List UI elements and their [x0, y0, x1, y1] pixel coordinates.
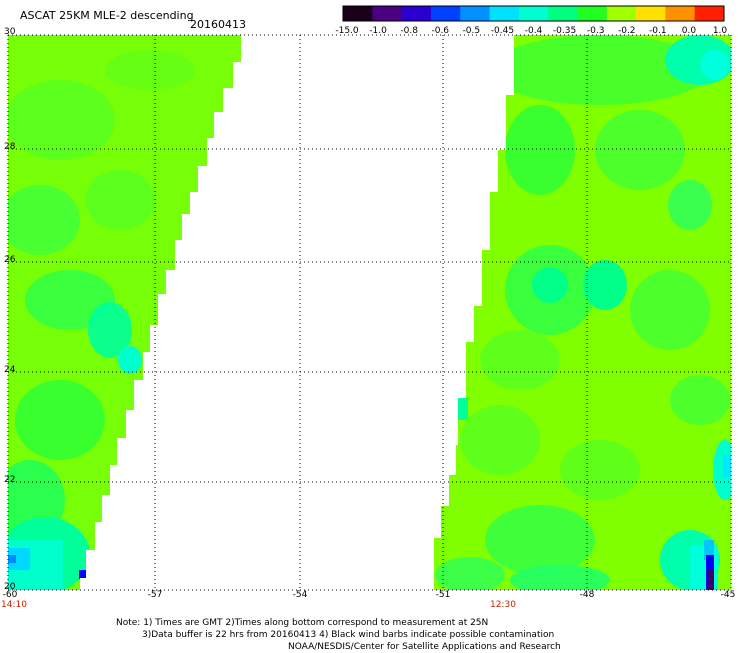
- lon-label-60: -60: [2, 590, 18, 600]
- colorbar-cell: [460, 6, 491, 21]
- colorbar-label: -0.45: [490, 26, 515, 36]
- lon-label-54: -54: [292, 590, 308, 600]
- colorbar-cell: [518, 6, 549, 21]
- colorbar-cell: [401, 6, 432, 21]
- colorbar-label: -0.4: [524, 26, 543, 36]
- lon-label-45: -45: [720, 590, 736, 600]
- lon-label-48: -48: [579, 590, 595, 600]
- colorbar-label: -0.2: [617, 26, 636, 36]
- lat-lon-grid: [7, 34, 732, 591]
- colorbar-cell: [489, 6, 520, 21]
- colorbar-cell: [636, 6, 666, 21]
- colorbar-cell: [577, 6, 608, 21]
- colorbar-label: -0.35: [552, 26, 577, 36]
- swath-left: [8, 35, 241, 590]
- colorbar-label: -1.0: [369, 26, 387, 36]
- lat-label-26: 26: [4, 255, 16, 265]
- lon-label-51: -51: [435, 590, 451, 600]
- lat-label-28: 28: [4, 142, 16, 152]
- colorbar-label: -0.3: [586, 26, 605, 36]
- colorbar-label: -15.0: [335, 26, 359, 36]
- lat-label-24: 24: [4, 365, 16, 375]
- colorbar-cell: [372, 6, 403, 21]
- colorbar-label: -0.8: [400, 26, 418, 36]
- colorbar-label: -0.6: [431, 26, 450, 36]
- footnote-line-2: 3)Data buffer is 22 hrs from 20160413 4)…: [142, 630, 555, 640]
- colorbar-cell: [694, 6, 725, 21]
- colorbar-cell: [343, 6, 373, 21]
- swath-right: [434, 35, 731, 590]
- map-date: 20160413: [190, 18, 246, 31]
- colorbar-label: -0.5: [462, 26, 481, 36]
- footnote-line-3: NOAA/NESDIS/Center for Satellite Applica…: [288, 642, 561, 652]
- map-title: ASCAT 25KM MLE-2 descending: [20, 9, 194, 22]
- colorbar-cell: [430, 6, 461, 21]
- lat-label-20: 20: [4, 582, 16, 592]
- colorbar: [342, 5, 725, 22]
- colorbar-cell: [548, 6, 578, 21]
- footnote-line-1: Note: 1) Times are GMT 2)Times along bot…: [116, 618, 489, 628]
- lat-label-30: 30: [4, 27, 16, 37]
- lon-label-57: -57: [147, 590, 163, 600]
- colorbar-cell: [606, 6, 637, 21]
- lat-label-22: 22: [4, 475, 16, 485]
- time-label-right: 12:30: [490, 600, 516, 610]
- colorbar-label: 1.0: [712, 26, 728, 36]
- colorbar-label: 0.0: [681, 26, 697, 36]
- footnote: Note: 1) Times are GMT 2)Times along bot…: [116, 617, 561, 653]
- colorbar-label: -0.1: [649, 26, 667, 36]
- colorbar-cell: [665, 6, 696, 21]
- time-label-left: 14:10: [1, 600, 27, 610]
